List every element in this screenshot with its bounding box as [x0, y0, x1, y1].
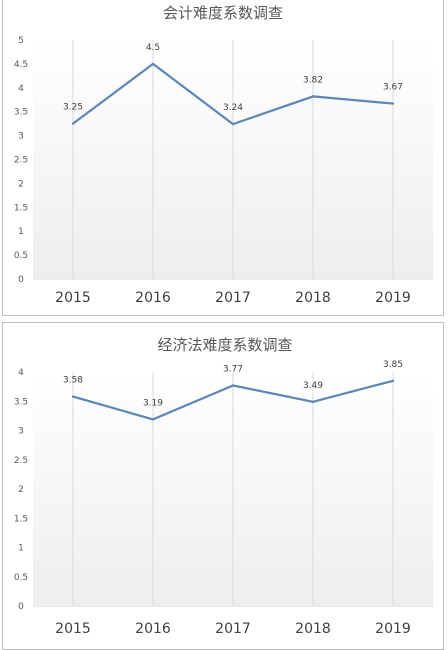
x-tick-label: 2015	[55, 290, 91, 306]
data-label: 3.67	[383, 83, 403, 93]
data-label: 3.25	[63, 103, 83, 113]
y-tick-label: 4.5	[14, 60, 28, 70]
x-tick-label: 2018	[295, 290, 331, 306]
data-label: 3.77	[223, 364, 243, 374]
data-point	[151, 62, 155, 66]
data-point	[231, 384, 235, 387]
y-tick-label: 3.5	[14, 397, 28, 407]
data-point	[151, 418, 155, 421]
data-point	[391, 379, 395, 382]
y-tick-label: 1	[18, 227, 24, 237]
chart-panel-economic-law: 经济法难度系数调查 0 0.5 1 1.5 2 2.5 3 3.5 4 2015 2016 2017 2…	[2, 322, 444, 650]
x-tick-label: 2018	[295, 621, 331, 637]
y-tick-label: 0	[18, 275, 24, 285]
y-tick-label: 2.5	[14, 456, 28, 466]
y-tick-label: 4	[18, 84, 24, 94]
y-tick-label: 1.5	[14, 514, 28, 524]
y-tick-label: 0.5	[14, 251, 28, 261]
data-label: 3.24	[223, 103, 243, 113]
y-tick-label: 2	[18, 179, 24, 189]
y-tick-label: 4	[18, 368, 24, 378]
chart-panel-accounting: 会计难度系数调查 0 0.5 1 1.5 2 2.5 3 3.5 4 4.5 5 2015 2016 20…	[2, 0, 444, 316]
x-tick-label: 2019	[375, 621, 411, 637]
x-tick-label: 2016	[135, 621, 171, 637]
data-label: 3.82	[303, 75, 323, 85]
data-label: 3.85	[383, 360, 403, 370]
y-tick-label: 2	[18, 485, 24, 495]
data-label: 3.58	[63, 376, 83, 386]
y-tick-label: 3	[18, 132, 24, 142]
x-tick-label: 2017	[215, 290, 251, 306]
y-tick-label: 3	[18, 427, 24, 437]
y-tick-label: 0	[18, 602, 24, 612]
chart-title: 会计难度系数调查	[163, 4, 283, 22]
data-point	[311, 95, 315, 98]
chart-title: 经济法难度系数调查	[157, 336, 292, 354]
chart-accounting: 会计难度系数调查 0 0.5 1 1.5 2 2.5 3 3.5 4 4.5 5 2015 2016 20…	[14, 4, 433, 306]
data-point	[311, 400, 315, 404]
x-tick-label: 2016	[135, 290, 171, 306]
x-tick-label: 2017	[215, 621, 251, 637]
y-tick-label: 1	[18, 544, 24, 554]
data-point	[231, 122, 235, 126]
y-tick-label: 2.5	[14, 156, 28, 166]
data-label: 3.19	[143, 398, 163, 408]
x-tick-label: 2019	[375, 290, 411, 306]
y-tick-label: 3.5	[14, 108, 28, 118]
y-tick-label: 5	[18, 36, 24, 46]
data-point	[71, 122, 75, 125]
data-point	[71, 395, 75, 398]
y-tick-label: 0.5	[14, 573, 28, 583]
data-point	[391, 102, 395, 105]
data-label: 4.5	[146, 43, 160, 53]
y-tick-label: 1.5	[14, 203, 28, 213]
data-label: 3.49	[303, 381, 323, 391]
chart-economic-law: 经济法难度系数调查 0 0.5 1 1.5 2 2.5 3 3.5 4 2015 2016 2017 2…	[14, 336, 433, 637]
x-tick-label: 2015	[55, 621, 91, 637]
